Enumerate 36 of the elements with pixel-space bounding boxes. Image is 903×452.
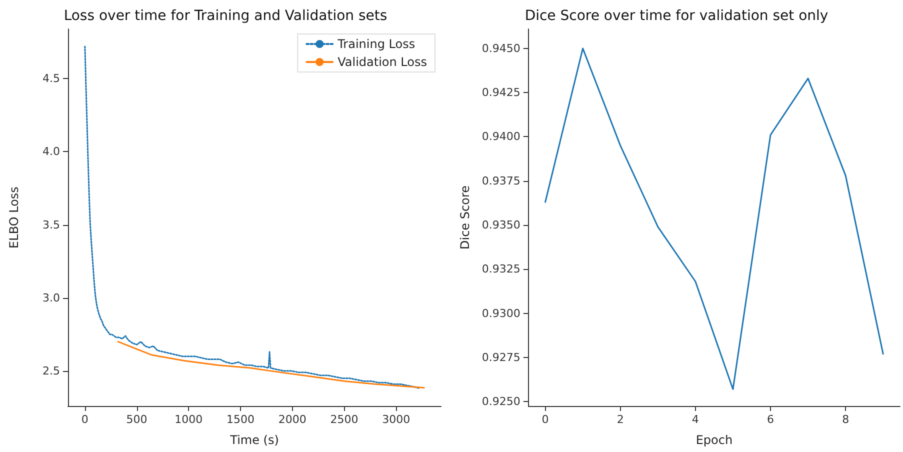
x-tick-label: 2 bbox=[616, 413, 624, 426]
chart-title: Loss over time for Training and Validation sets bbox=[64, 8, 388, 24]
y-axis-title: ELBO Loss bbox=[7, 186, 21, 248]
y-tick-label: 4.0 bbox=[42, 145, 60, 158]
y-tick-label: 4.5 bbox=[42, 72, 60, 86]
y-tick-label: 0.9425 bbox=[482, 86, 520, 100]
x-tick-label: 1500 bbox=[226, 413, 254, 426]
y-tick-label: 3.5 bbox=[42, 218, 60, 232]
chart-title: Dice Score over time for validation set only bbox=[524, 8, 828, 24]
x-tick-label: 6 bbox=[767, 413, 774, 426]
y-tick-label: 0.9250 bbox=[482, 395, 520, 408]
x-tick-label: 3000 bbox=[382, 413, 410, 426]
x-tick-label: 0 bbox=[81, 413, 88, 426]
x-tick-label: 500 bbox=[126, 413, 148, 426]
y-tick-label: 0.9400 bbox=[482, 130, 520, 144]
x-tick-label: 1000 bbox=[174, 413, 203, 426]
y-tick-label: 0.9450 bbox=[482, 42, 520, 55]
y-tick-label: 3.0 bbox=[42, 291, 60, 304]
y-tick-label: 0.9350 bbox=[482, 218, 520, 232]
x-tick-label: 4 bbox=[692, 413, 699, 426]
legend-label: Validation Loss bbox=[338, 55, 427, 69]
x-tick-label: 2500 bbox=[330, 413, 358, 426]
line-series bbox=[117, 340, 425, 388]
line-series bbox=[544, 48, 884, 390]
x-tick-label: 2000 bbox=[278, 413, 306, 426]
x-axis-title: Time (s) bbox=[229, 433, 279, 447]
y-tick-label: 0.9375 bbox=[482, 174, 520, 188]
x-tick-label: 0 bbox=[542, 413, 549, 426]
y-axis-title: Dice Score bbox=[458, 186, 472, 250]
y-tick-label: 0.9275 bbox=[482, 350, 520, 364]
y-tick-label: 0.9300 bbox=[482, 306, 520, 320]
x-axis-title: Epoch bbox=[696, 433, 733, 447]
y-tick-label: 0.9325 bbox=[482, 262, 520, 276]
y-tick-label: 2.5 bbox=[42, 364, 60, 378]
legend-label: Training Loss bbox=[336, 37, 416, 51]
x-tick-label: 8 bbox=[842, 413, 850, 426]
